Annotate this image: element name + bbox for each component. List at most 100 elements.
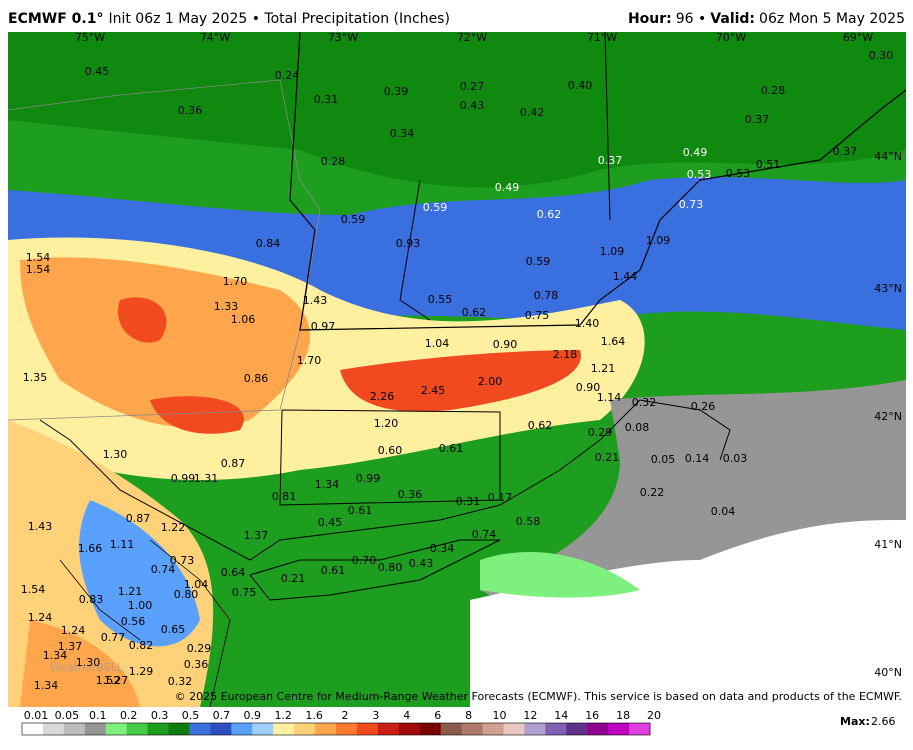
precip-value: 0.61 bbox=[348, 504, 373, 517]
precip-value: 0.74 bbox=[151, 563, 176, 576]
colorbar-label: 0.7 bbox=[213, 709, 231, 722]
precip-value: 1.66 bbox=[78, 542, 103, 555]
precip-value: 1.00 bbox=[128, 599, 153, 612]
colorbar-swatch bbox=[168, 723, 190, 735]
colorbar-label: 0.3 bbox=[151, 709, 169, 722]
precip-value: 2.00 bbox=[478, 375, 503, 388]
precip-value: 1.35 bbox=[23, 371, 48, 384]
precip-value: 1.04 bbox=[425, 337, 450, 350]
colorbar-label: 12 bbox=[523, 709, 537, 722]
precip-value: 0.49 bbox=[495, 181, 520, 194]
colorbar-swatch bbox=[294, 723, 316, 735]
precip-value: 0.74 bbox=[472, 528, 497, 541]
precip-value: 0.14 bbox=[685, 452, 710, 465]
hour: 96 • bbox=[676, 11, 707, 27]
colorbar-swatch bbox=[231, 723, 253, 735]
field bbox=[8, 32, 906, 188]
precip-value: 2.45 bbox=[421, 384, 446, 397]
header-left: ECMWF 0.1° Init 06z 1 May 2025 • Total Pr… bbox=[8, 11, 450, 27]
border bbox=[59, 539, 231, 708]
precip-value: 0.99 bbox=[356, 472, 381, 485]
precip-value: 0.31 bbox=[314, 93, 339, 106]
precip-value: 0.61 bbox=[321, 564, 346, 577]
precip-value: 0.59 bbox=[341, 213, 366, 226]
precip-value: 0.24 bbox=[275, 69, 300, 82]
colorbar: 0.01 0.05 0.1 0.2 0.3 0.5 0.7 0.9 1.2 1.6 2 3 4 6 8 10 1… bbox=[21, 709, 661, 736]
colorbar-label: 4 bbox=[403, 709, 410, 722]
colorbar-label: 10 bbox=[493, 709, 507, 722]
latitude-label: 44°N bbox=[874, 150, 902, 163]
precip-value: 0.58 bbox=[516, 515, 541, 528]
precip-value: 0.70 bbox=[352, 554, 377, 567]
colorbar-label: 1.2 bbox=[274, 709, 292, 722]
colorbar-frame bbox=[21, 722, 651, 736]
latitude-label: 40°N bbox=[874, 666, 902, 679]
latitude-label: 43°N bbox=[874, 282, 902, 295]
precip-value: 1.30 bbox=[76, 656, 101, 669]
longitude-label: 71°W bbox=[587, 31, 617, 44]
precip-value: 0.43 bbox=[460, 99, 485, 112]
precip-value: 0.32 bbox=[632, 396, 657, 409]
colorbar-swatch bbox=[210, 723, 232, 735]
precip-value: 0.81 bbox=[272, 490, 297, 503]
colorbar-swatch bbox=[461, 723, 484, 735]
field bbox=[480, 551, 640, 598]
precip-value: 0.73 bbox=[679, 198, 704, 211]
precip-value: 0.43 bbox=[409, 557, 434, 570]
precip-value: 1.37 bbox=[58, 640, 83, 653]
colorbar-swatch bbox=[629, 723, 651, 735]
longitude-label: 75°W bbox=[75, 31, 105, 44]
precip-value: 0.56 bbox=[121, 615, 146, 628]
precip-value: 0.40 bbox=[568, 79, 593, 92]
precip-value: 0.86 bbox=[244, 372, 269, 385]
longitude-label: 72°W bbox=[457, 31, 487, 44]
precip-value: 0.65 bbox=[161, 623, 186, 636]
logo: WeatherBELL bbox=[50, 661, 124, 674]
precip-value: 2.18 bbox=[553, 348, 578, 361]
precip-value: 1.31 bbox=[194, 472, 219, 485]
colorbar-label: 18 bbox=[616, 709, 630, 722]
precip-value: 1.09 bbox=[646, 234, 671, 247]
precip-value: 0.29 bbox=[588, 426, 613, 439]
border bbox=[39, 31, 731, 561]
precip-value: 0.87 bbox=[126, 512, 151, 525]
precip-value: 1.54 bbox=[26, 263, 51, 276]
precip-value: 0.53 bbox=[687, 168, 712, 181]
colorbar-label: 0.2 bbox=[120, 709, 138, 722]
colorbar-swatch bbox=[252, 723, 274, 735]
long-island bbox=[249, 539, 501, 601]
colorbar-swatch bbox=[587, 723, 609, 735]
hour-label: Hour: bbox=[628, 11, 672, 27]
precip-value: 1.43 bbox=[303, 294, 328, 307]
precip-value: 1.29 bbox=[129, 665, 154, 678]
precip-value: 1.30 bbox=[103, 448, 128, 461]
colorbar-swatch bbox=[440, 723, 463, 735]
precip-value: 0.75 bbox=[525, 309, 550, 322]
precip-value: 0.64 bbox=[221, 566, 246, 579]
precip-value: 0.36 bbox=[398, 488, 423, 501]
precip-value: 0.36 bbox=[184, 658, 209, 671]
precip-value: 0.99 bbox=[171, 472, 196, 485]
colorbar-swatch bbox=[105, 723, 128, 735]
field bbox=[20, 257, 311, 428]
precip-value: 0.49 bbox=[683, 146, 708, 159]
precip-value: 0.37 bbox=[745, 113, 770, 126]
colorbar-swatch bbox=[189, 723, 211, 735]
colorbar-label: 16 bbox=[585, 709, 599, 722]
precip-value: 0.37 bbox=[833, 145, 858, 158]
precip-value: 0.45 bbox=[85, 65, 110, 78]
precip-value: 0.60 bbox=[378, 444, 403, 457]
precip-value: 1.54 bbox=[26, 251, 51, 264]
field bbox=[340, 350, 581, 412]
colorbar-label: 0.01 bbox=[24, 709, 49, 722]
precip-value: 1.22 bbox=[161, 521, 186, 534]
precip-value: 0.80 bbox=[174, 588, 199, 601]
precip-value: 1.21 bbox=[591, 362, 616, 375]
precip-value: 0.29 bbox=[187, 642, 212, 655]
latitude-label: 42°N bbox=[874, 410, 902, 423]
precip-value: 0.51 bbox=[756, 158, 781, 171]
precip-value: 0.90 bbox=[576, 381, 601, 394]
field bbox=[79, 500, 200, 647]
precip-value: 0.34 bbox=[390, 127, 415, 140]
copyright: © 2025 European Centre for Medium-Range … bbox=[175, 690, 902, 703]
